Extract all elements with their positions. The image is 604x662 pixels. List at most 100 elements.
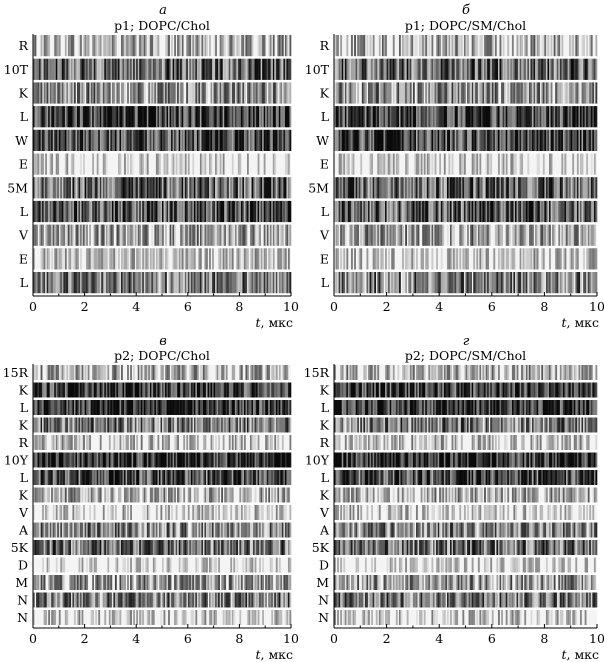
heatmap-cell (158, 400, 161, 415)
heatmap-cell (501, 153, 503, 175)
heatmap-cell (567, 82, 570, 104)
heatmap-cell (119, 129, 122, 151)
heatmap-cell (583, 177, 585, 199)
heatmap-cell (202, 470, 205, 485)
heatmap-cell (369, 82, 372, 104)
heatmap-cell (101, 248, 104, 270)
heatmap-cell (42, 505, 44, 520)
heatmap-cell (283, 400, 286, 415)
heatmap-cell (87, 200, 90, 223)
heatmap-cell (236, 522, 239, 538)
heatmap-cell (221, 540, 224, 555)
heatmap-cell (42, 575, 44, 590)
heatmap-cell (70, 417, 73, 433)
heatmap-cell (108, 417, 111, 433)
heatmap-cell (532, 200, 534, 223)
heatmap-cell (157, 200, 160, 223)
heatmap-cell (409, 58, 412, 80)
heatmap-cell (180, 365, 183, 380)
heatmap-cell (172, 487, 175, 503)
heatmap-cell (224, 106, 227, 128)
heatmap-cell (83, 505, 85, 520)
heatmap-cell (67, 129, 70, 151)
heatmap-cell (224, 129, 227, 151)
heatmap-row: 10Y (4, 452, 292, 468)
heatmap-cell (405, 153, 408, 175)
heatmap-cell (40, 540, 43, 555)
heatmap-cell (90, 200, 93, 223)
heatmap-cell (275, 382, 278, 398)
heatmap-cell (504, 200, 507, 223)
heatmap-cell (222, 129, 225, 151)
heatmap-cell (190, 382, 193, 398)
heatmap-cell (450, 58, 452, 80)
heatmap-cell (450, 200, 452, 223)
heatmap-cell (84, 365, 87, 380)
heatmap-cell (175, 106, 178, 128)
heatmap-cell (227, 35, 230, 57)
heatmap-cell (485, 106, 488, 128)
heatmap-cell (105, 153, 108, 175)
heatmap-cell (216, 452, 219, 468)
heatmap-cell (570, 200, 573, 223)
heatmap-cell (522, 106, 525, 128)
heatmap-cell (215, 35, 217, 57)
heatmap-cell (113, 82, 116, 104)
heatmap-cell (256, 400, 258, 415)
heatmap-cell (398, 272, 401, 294)
heatmap-cell (465, 106, 468, 128)
heatmap-cell (251, 272, 254, 294)
heatmap-cell (111, 400, 114, 415)
heatmap-cell (283, 200, 286, 223)
heatmap-cell (363, 129, 366, 151)
heatmap-cell (152, 540, 155, 555)
heatmap-cell (163, 452, 166, 468)
heatmap-cell (533, 129, 536, 151)
heatmap-cell (96, 58, 99, 80)
heatmap-cell (216, 365, 219, 380)
heatmap-cell (119, 540, 122, 555)
heatmap-cell (148, 35, 151, 57)
heatmap-cell (573, 200, 576, 223)
heatmap-cell (104, 248, 107, 270)
heatmap-cell (381, 272, 384, 294)
heatmap-cell (84, 58, 87, 80)
heatmap-cell (73, 82, 76, 104)
heatmap-cell (180, 417, 183, 433)
row-label: 10T (305, 62, 330, 77)
heatmap-cell (499, 129, 502, 151)
heatmap-cell (149, 382, 152, 398)
heatmap-cell (289, 470, 292, 485)
heatmap-cell (561, 272, 564, 294)
heatmap-cell (195, 365, 198, 380)
heatmap-cell (228, 487, 231, 503)
heatmap-cell (265, 365, 268, 380)
heatmap-cell (143, 365, 146, 380)
heatmap-cell (64, 129, 67, 151)
heatmap-cell (230, 106, 233, 128)
heatmap-cell (222, 522, 225, 538)
heatmap-cell (446, 82, 449, 104)
heatmap-cell (250, 106, 252, 128)
heatmap-cell (259, 382, 261, 398)
heatmap-cell (210, 435, 213, 450)
heatmap-cell (168, 505, 170, 520)
heatmap-cell (69, 248, 72, 270)
heatmap-cell (513, 129, 516, 151)
heatmap-cell (354, 82, 356, 104)
heatmap-cell (578, 58, 581, 80)
heatmap-cell (130, 129, 132, 151)
heatmap-cell (251, 106, 254, 128)
heatmap-cell (556, 272, 559, 294)
heatmap-cell (592, 272, 595, 294)
heatmap-cell (372, 35, 375, 57)
heatmap-cell (234, 522, 237, 538)
heatmap-cell (584, 129, 587, 151)
heatmap-cell (78, 505, 81, 520)
heatmap-cell (436, 200, 438, 223)
heatmap-cell (522, 129, 525, 151)
heatmap-cell (482, 106, 485, 128)
heatmap-cell (222, 82, 225, 104)
heatmap-cell (398, 106, 401, 128)
heatmap-cell (63, 382, 66, 398)
